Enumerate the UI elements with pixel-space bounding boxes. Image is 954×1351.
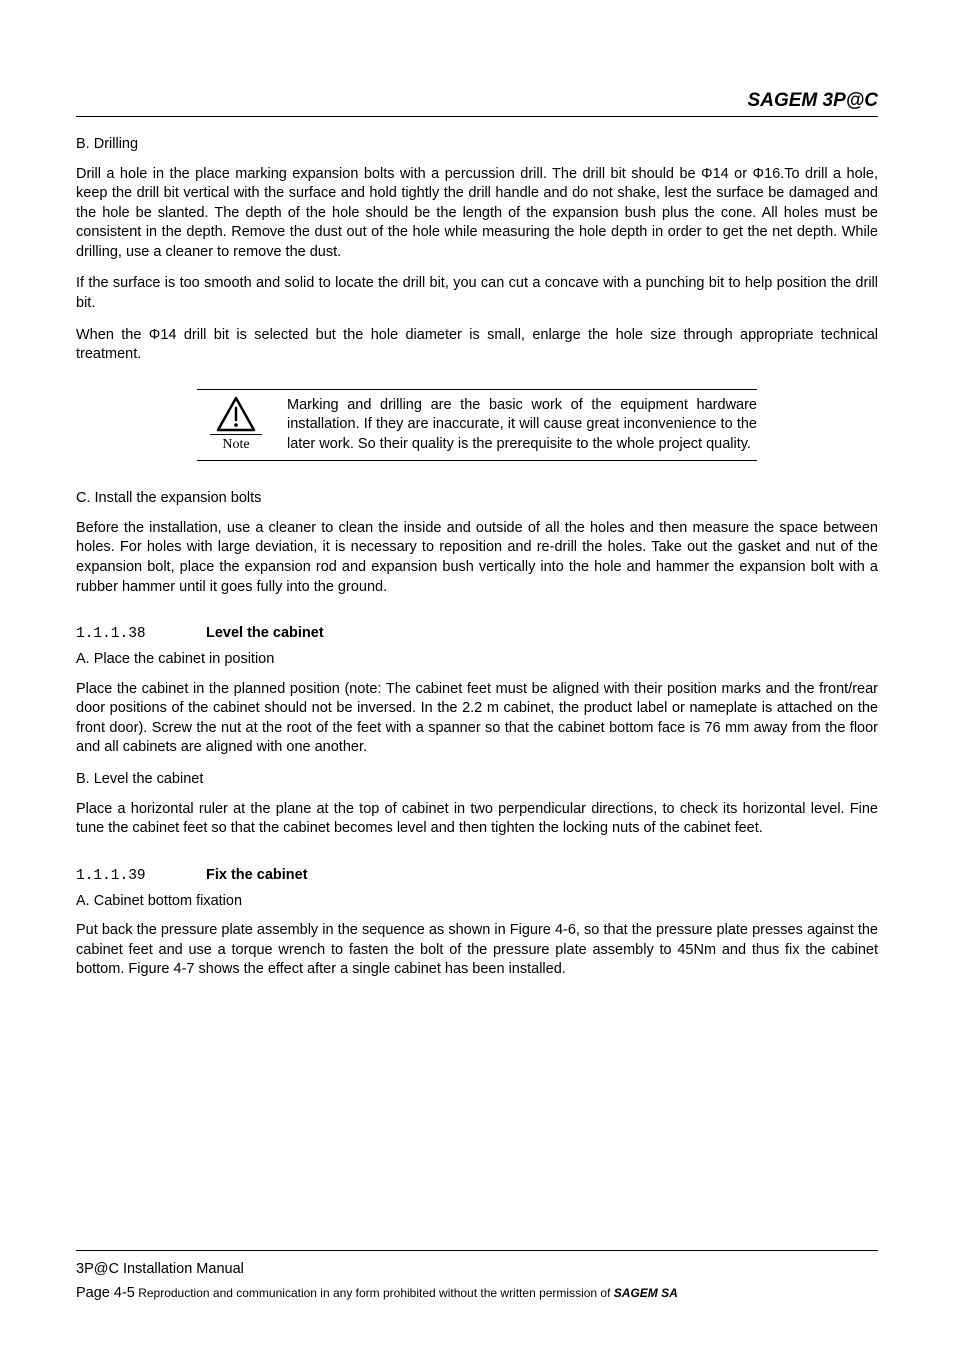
section-number-level: 1.1.1.38 — [76, 626, 206, 642]
note-icon-wrap: Note — [197, 396, 275, 453]
paragraph-level-b-1: Place a horizontal ruler at the plane at… — [76, 800, 878, 839]
heading-b-drilling: B. Drilling — [76, 135, 878, 155]
footer-page-line: Page 4-5 Reproduction and communication … — [76, 1285, 878, 1301]
page: SAGEM 3P@C B. Drilling Drill a hole in t… — [0, 0, 954, 1351]
footer-page-label: Page 4-5 — [76, 1285, 135, 1301]
heading-level-a: A. Place the cabinet in position — [76, 650, 878, 670]
footer-rule — [76, 1250, 878, 1251]
section-title-level: Level the cabinet — [206, 625, 324, 641]
section-row-level: 1.1.1.38 Level the cabinet — [76, 625, 878, 642]
footer-copyright-company: SAGEM SA — [614, 1286, 678, 1300]
paragraph-c-install-1: Before the installation, use a cleaner t… — [76, 519, 878, 597]
paragraph-b-drilling-2: If the surface is too smooth and solid t… — [76, 274, 878, 313]
header-title: SAGEM 3P@C — [76, 90, 878, 112]
heading-fix-a: A. Cabinet bottom fixation — [76, 892, 878, 912]
header-rule — [76, 116, 878, 117]
heading-level-b: B. Level the cabinet — [76, 770, 878, 790]
footer: 3P@C Installation Manual Page 4-5 Reprod… — [76, 1250, 878, 1301]
note-box: Note Marking and drilling are the basic … — [197, 389, 757, 462]
note-label: Note — [197, 437, 275, 453]
warning-triangle-icon — [216, 396, 256, 432]
footer-copyright-prefix: Reproduction and communication in any fo… — [135, 1286, 614, 1300]
paragraph-b-drilling-3: When the Φ14 drill bit is selected but t… — [76, 326, 878, 365]
section-row-fix: 1.1.1.39 Fix the cabinet — [76, 867, 878, 884]
note-icon-rule — [210, 434, 262, 435]
footer-manual: 3P@C Installation Manual — [76, 1261, 878, 1277]
paragraph-b-drilling-1: Drill a hole in the place marking expans… — [76, 165, 878, 263]
note-inner: Note Marking and drilling are the basic … — [197, 396, 757, 455]
paragraph-fix-a-1: Put back the pressure plate assembly in … — [76, 921, 878, 980]
note-text: Marking and drilling are the basic work … — [275, 396, 757, 455]
section-number-fix: 1.1.1.39 — [76, 868, 206, 884]
section-title-fix: Fix the cabinet — [206, 867, 308, 883]
paragraph-level-a-1: Place the cabinet in the planned positio… — [76, 680, 878, 758]
heading-c-install: C. Install the expansion bolts — [76, 489, 878, 509]
